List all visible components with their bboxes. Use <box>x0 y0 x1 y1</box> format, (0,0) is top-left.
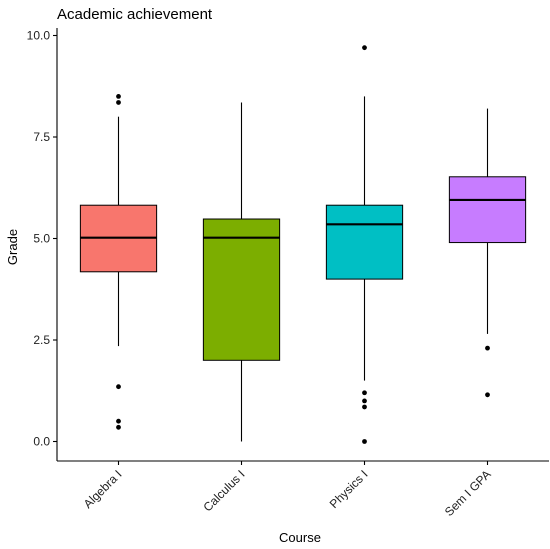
x-tick-label: Sem I GPA <box>442 467 494 519</box>
box <box>325 204 404 280</box>
chart-title: Academic achievement <box>57 6 213 23</box>
y-tick-label: 10.0 <box>27 29 51 43</box>
box-group <box>325 45 404 444</box>
y-tick-label: 0.0 <box>33 435 50 449</box>
outlier-point <box>116 418 121 424</box>
outlier-point <box>116 424 121 430</box>
outlier-point <box>485 345 490 351</box>
box-group <box>448 108 527 398</box>
x-axis-title: Course <box>279 530 321 545</box>
x-tick-label: Physics I <box>327 467 371 511</box>
outlier-point <box>485 392 490 398</box>
box <box>448 176 527 244</box>
outlier-point <box>362 404 367 410</box>
box-group <box>202 102 281 442</box>
y-tick-label: 7.5 <box>33 130 50 144</box>
x-axis: Algebra I Calculus I Physics I Sem I GPA <box>57 460 549 519</box>
x-tick-label: Algebra I <box>81 467 125 511</box>
plot-area <box>79 45 527 444</box>
x-tick-label: Calculus I <box>200 467 247 514</box>
outlier-point <box>362 45 367 51</box>
box <box>202 218 281 361</box>
y-tick-label: 2.5 <box>33 333 50 347</box>
outlier-point <box>116 94 121 99</box>
outlier-point <box>362 398 367 404</box>
outlier-point <box>116 384 121 390</box>
y-axis-title: Grade <box>5 229 20 265</box>
y-tick-label: 5.0 <box>33 232 50 246</box>
y-axis: 0.0 2.5 5.0 7.5 10.0 <box>27 28 58 461</box>
outlier-point <box>116 100 121 105</box>
outlier-point <box>362 390 367 396</box>
box-group <box>79 94 158 430</box>
outlier-point <box>362 439 367 444</box>
